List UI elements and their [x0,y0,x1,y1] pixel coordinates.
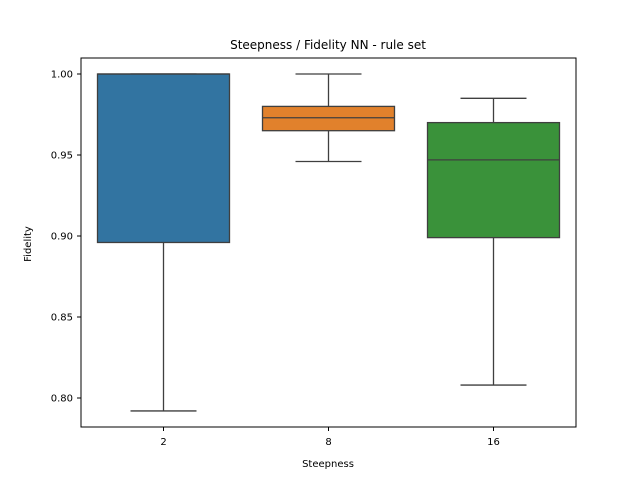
plot-area: 2 8 16 0.80 0.85 0.90 0.95 1.00 [51,57,577,448]
plot-frame [80,57,577,428]
y-tick-label-1.00: 1.00 [51,70,73,81]
box-2 [96,73,231,244]
x-tick-label-2: 2 [160,437,166,448]
x-tick-label-8: 8 [325,437,331,448]
box-8 [261,105,396,132]
y-tick-label-0.95: 0.95 [51,151,73,162]
chart-title: Steepness / Fidelity NN - rule set [230,38,426,52]
x-tick-label-16: 16 [487,437,500,448]
y-tick-label-0.80: 0.80 [51,394,73,405]
x-axis-label: Steepness [302,459,354,470]
y-tick-label-0.85: 0.85 [51,313,73,324]
y-axis-label: Fidelity [23,226,34,262]
y-tick-label-0.90: 0.90 [51,232,73,243]
box-16 [426,121,561,239]
